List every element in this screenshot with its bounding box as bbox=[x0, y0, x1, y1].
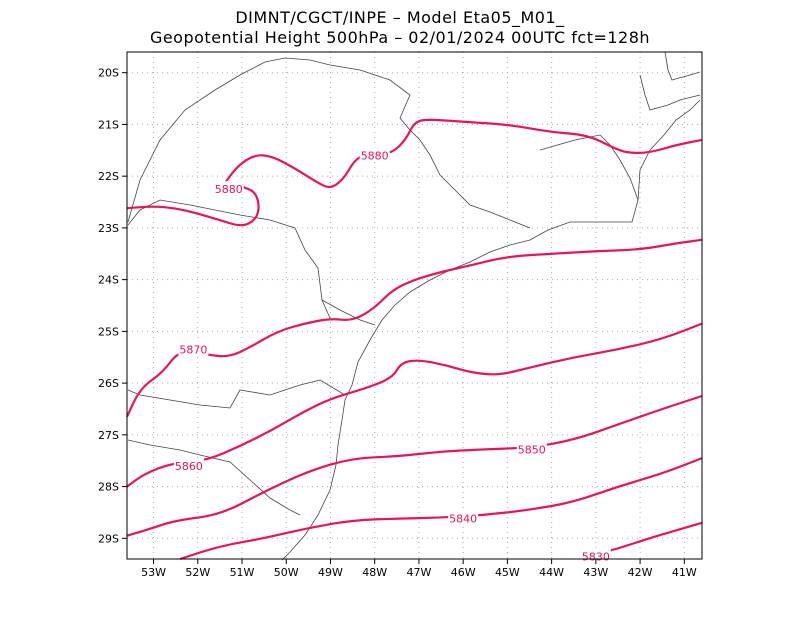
contour-label-background bbox=[359, 147, 390, 162]
state-border bbox=[664, 51, 701, 81]
contour-label-background bbox=[516, 441, 547, 456]
latitude-tick-label: 27S bbox=[98, 429, 119, 442]
longitude-tick-label: 45W bbox=[495, 566, 520, 579]
graticule bbox=[127, 52, 702, 559]
longitude-tick-label: 50W bbox=[274, 566, 299, 579]
contour-line-5880 bbox=[126, 181, 260, 227]
contour-label-background bbox=[173, 457, 204, 472]
chart-title-line-2: Geopotential Height 500hPa – 02/01/2024 … bbox=[149, 28, 651, 47]
longitude-tick-label: 51W bbox=[230, 566, 255, 579]
plot-frame bbox=[126, 51, 703, 560]
longitude-tick-label: 49W bbox=[318, 566, 343, 579]
contour-line-5840 bbox=[179, 457, 703, 561]
latitude-axis: 20S 21S 22S 23S 24S 25S 26S 27S 28S 29S bbox=[98, 67, 127, 545]
contour-label-5830: 5830 bbox=[582, 550, 610, 563]
latitude-tick-label: 21S bbox=[98, 118, 119, 131]
contour-label-5840: 5840 bbox=[449, 513, 477, 526]
contour-label-5850: 5850 bbox=[518, 443, 546, 456]
height-contours bbox=[126, 118, 703, 561]
contour-label-5880: 5880 bbox=[361, 149, 389, 162]
contour-label-background bbox=[178, 341, 209, 356]
latitude-tick-label: 22S bbox=[98, 170, 119, 183]
contour-line-5870 bbox=[126, 238, 703, 418]
contour-labels: 5880 5880 5870 5860 5850 5840 5830 bbox=[173, 147, 611, 563]
state-border bbox=[127, 199, 331, 319]
coastline bbox=[281, 99, 701, 561]
latitude-tick-label: 26S bbox=[98, 377, 119, 390]
contour-label-5870: 5870 bbox=[179, 343, 207, 356]
state-border bbox=[127, 439, 301, 516]
contour-label-background bbox=[448, 510, 479, 525]
longitude-axis: 53W 52W 51W 50W 49W 48W 47W 46W 45W 44W 43W 42W 41W bbox=[141, 559, 697, 579]
latitude-tick-label: 28S bbox=[98, 481, 119, 494]
coastline-and-borders bbox=[127, 51, 701, 561]
state-border bbox=[127, 57, 531, 229]
chart-title-line-1: DIMNT/CGCT/INPE – Model Eta05_M01_ bbox=[235, 8, 565, 27]
longitude-tick-label: 48W bbox=[362, 566, 387, 579]
latitude-tick-label: 25S bbox=[98, 325, 119, 338]
longitude-tick-label: 41W bbox=[672, 566, 697, 579]
state-border bbox=[321, 299, 376, 326]
state-border bbox=[127, 379, 346, 409]
longitude-tick-label: 43W bbox=[583, 566, 608, 579]
contour-line-5850 bbox=[126, 394, 703, 537]
contour-label-5880: 5880 bbox=[215, 183, 243, 196]
latitude-tick-label: 29S bbox=[98, 532, 119, 545]
latitude-tick-label: 20S bbox=[98, 67, 119, 80]
contour-line-5860 bbox=[126, 322, 703, 488]
longitude-tick-label: 42W bbox=[628, 566, 653, 579]
longitude-tick-label: 47W bbox=[406, 566, 431, 579]
longitude-tick-label: 46W bbox=[451, 566, 476, 579]
longitude-tick-label: 44W bbox=[539, 566, 564, 579]
contour-label-5860: 5860 bbox=[175, 460, 203, 473]
longitude-tick-label: 52W bbox=[185, 566, 210, 579]
state-border bbox=[639, 74, 701, 111]
state-border bbox=[539, 134, 639, 201]
latitude-tick-label: 24S bbox=[98, 274, 119, 287]
latitude-tick-label: 23S bbox=[98, 222, 119, 235]
contour-label-background bbox=[213, 181, 244, 196]
longitude-tick-label: 53W bbox=[141, 566, 166, 579]
contour-line-5880 bbox=[223, 118, 703, 189]
